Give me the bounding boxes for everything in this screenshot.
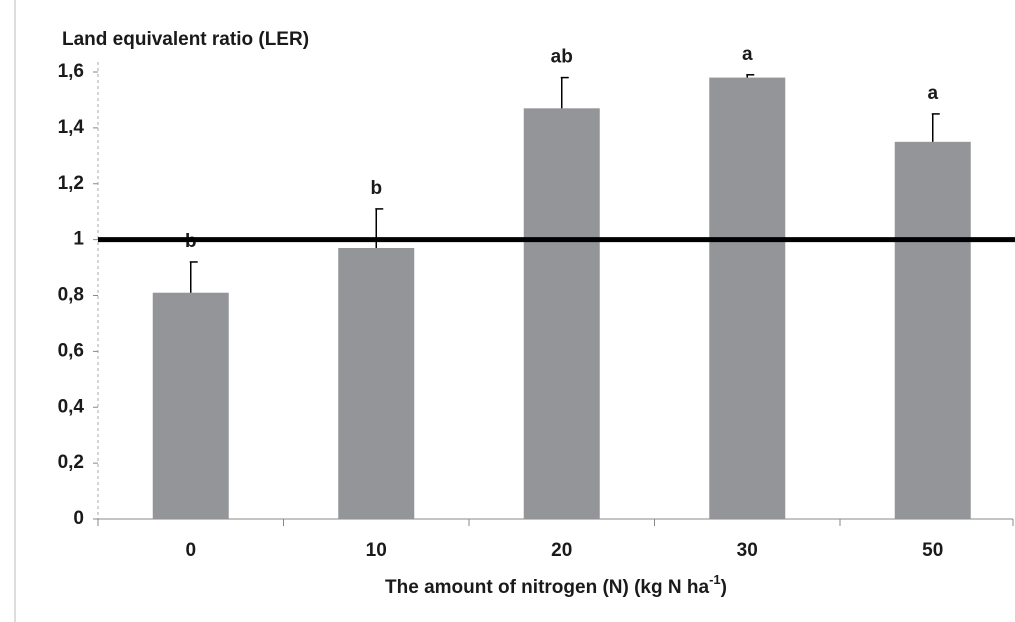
x-axis-title-sup: -1	[709, 572, 721, 587]
x-tick-label: 50	[922, 540, 943, 561]
annotation: a	[742, 44, 753, 65]
x-tick-label: 20	[551, 540, 572, 561]
y-tick-label: 1	[73, 229, 84, 250]
annotation: b	[370, 178, 382, 199]
bar	[894, 141, 971, 519]
y-tick-label: 1,2	[58, 173, 84, 194]
bar	[709, 77, 786, 520]
y-tick-label: 0,2	[58, 452, 84, 473]
y-axis-title: Land equivalent ratio (LER)	[62, 29, 309, 50]
y-tick-label: 1,6	[58, 61, 84, 82]
bar	[523, 108, 600, 519]
annotation: ab	[551, 47, 573, 68]
x-tick-label: 30	[737, 540, 758, 561]
y-tick-label: 0,4	[58, 396, 85, 417]
x-axis-title-suffix: )	[721, 577, 727, 598]
x-axis-title-text: The amount of nitrogen (N) (kg N ha	[385, 577, 709, 598]
bar	[338, 248, 415, 519]
y-tick-label: 1,4	[58, 117, 85, 138]
y-tick-label: 0,8	[58, 285, 84, 306]
bar	[152, 292, 229, 519]
annotation: a	[927, 83, 938, 104]
x-tick-label: 10	[366, 540, 387, 561]
y-tick-label: 0	[73, 508, 84, 529]
y-tick-label: 0,6	[58, 340, 84, 361]
x-tick-label: 0	[185, 540, 196, 561]
x-axis-title: The amount of nitrogen (N) (kg N ha-1)	[385, 572, 727, 598]
